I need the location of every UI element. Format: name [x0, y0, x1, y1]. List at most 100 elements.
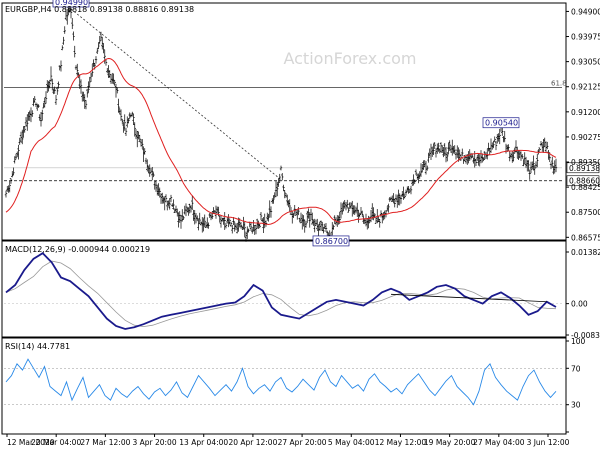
price-bar — [73, 45, 76, 58]
price-panel — [1, 2, 567, 241]
price-bar — [304, 220, 308, 228]
price-bar — [272, 195, 275, 204]
price-bar — [121, 118, 124, 125]
price-annotation-box — [482, 117, 520, 129]
price-bar — [229, 221, 233, 227]
price-bar — [279, 165, 283, 171]
price-bar — [288, 199, 291, 213]
price-bar — [367, 215, 370, 229]
price-bar — [453, 145, 456, 154]
price-bar — [79, 79, 83, 94]
price-bar — [123, 114, 126, 131]
price-bar — [152, 172, 155, 178]
moving-average-line — [5, 57, 557, 226]
price-bar — [54, 95, 58, 105]
x-tick-label: 3 Jun 12:00 — [527, 438, 570, 447]
fib-level-label: 61.8 — [551, 79, 567, 87]
price-bar — [94, 56, 98, 64]
price-ytick-label: 0.86575 — [571, 233, 600, 242]
price-bar — [53, 86, 56, 94]
price-bar — [283, 189, 286, 199]
macd-panel — [1, 240, 567, 338]
price-bars — [4, 3, 558, 243]
x-tick-label: 27 Apr 20:00 — [278, 438, 327, 447]
price-bar — [521, 154, 524, 159]
price-bar — [86, 88, 89, 98]
price-bar — [282, 184, 285, 192]
price-bar — [12, 167, 15, 176]
price-bar — [66, 11, 69, 25]
price-ytick-label: 0.92125 — [571, 83, 600, 92]
price-bar — [151, 166, 154, 181]
price-bar — [404, 189, 408, 196]
price-bar — [17, 144, 20, 160]
price-bar — [494, 141, 498, 151]
price-bar — [59, 60, 63, 72]
price-ytick-label: 0.87500 — [571, 208, 600, 217]
price-bar — [207, 222, 210, 229]
price-bar — [116, 87, 119, 94]
price-bar — [232, 216, 235, 226]
price-bar — [87, 81, 90, 93]
price-bar — [8, 180, 11, 193]
price-bar — [308, 212, 311, 228]
price-bar — [182, 216, 185, 220]
price-annotation-label: 0.90540 — [485, 119, 518, 128]
price-bar — [501, 126, 504, 136]
macd-signal-line — [5, 260, 557, 328]
price-bar — [224, 222, 228, 229]
price-bar — [84, 100, 88, 110]
price-bar — [203, 214, 206, 228]
price-annotation-box — [52, 0, 90, 8]
price-bar — [527, 160, 530, 172]
price-ytick-label: 0.93050 — [571, 58, 600, 67]
price-bar — [281, 173, 284, 181]
price-y-axis: 0.94900 0.93975 0.93050 0.92125 0.91200 0.902… — [566, 7, 600, 242]
price-bar — [399, 194, 403, 204]
price-bar — [461, 148, 464, 157]
price-bar — [276, 181, 279, 197]
price-bar — [63, 26, 66, 34]
price-bar — [56, 86, 59, 95]
price-annotation-box — [312, 235, 350, 247]
price-bar — [62, 36, 65, 45]
price-bar — [21, 129, 24, 145]
price-bar — [26, 114, 29, 131]
rsi-line — [5, 358, 557, 406]
price-ytick-label: 0.93975 — [571, 33, 600, 42]
price-bar — [33, 96, 36, 103]
price-bar — [243, 221, 246, 238]
price-bar — [172, 199, 175, 210]
price-bar — [191, 195, 194, 210]
price-bar — [113, 80, 116, 86]
price-annotation-label: 0.94990 — [55, 0, 88, 7]
price-annotations: 0.94990 0.90540 0.86700 — [52, 0, 520, 247]
price-bar — [427, 152, 430, 163]
price-bar — [446, 151, 449, 162]
price-bar — [247, 228, 250, 233]
price-bar — [196, 215, 199, 222]
x-tick-label: 20 Mar 04:00 — [31, 438, 81, 447]
price-bar — [146, 159, 149, 172]
trendline — [70, 8, 282, 180]
price-bar — [169, 194, 173, 203]
price-bar — [346, 199, 349, 209]
x-tick-label: 5 May 04:00 — [328, 438, 375, 447]
price-bar — [486, 148, 489, 160]
price-bar — [522, 159, 525, 167]
price-bar — [538, 147, 541, 151]
price-bar — [409, 185, 413, 195]
price-header: EURGBP,H4 0.88818 0.89138 0.88816 0.8913… — [5, 5, 194, 14]
price-bar — [512, 151, 515, 162]
price-bar — [313, 218, 316, 233]
price-moving-average — [5, 57, 557, 226]
price-bar — [61, 45, 64, 51]
price-bar — [69, 8, 73, 19]
price-bar — [48, 79, 51, 89]
rsi-y-axis: 100 70 30 — [566, 337, 586, 433]
price-bar — [132, 113, 135, 125]
price-bar — [4, 190, 8, 198]
macd-trendline — [390, 293, 547, 303]
rsi-header: RSI(14) 44.7781 — [5, 342, 70, 351]
price-bar — [321, 221, 324, 232]
